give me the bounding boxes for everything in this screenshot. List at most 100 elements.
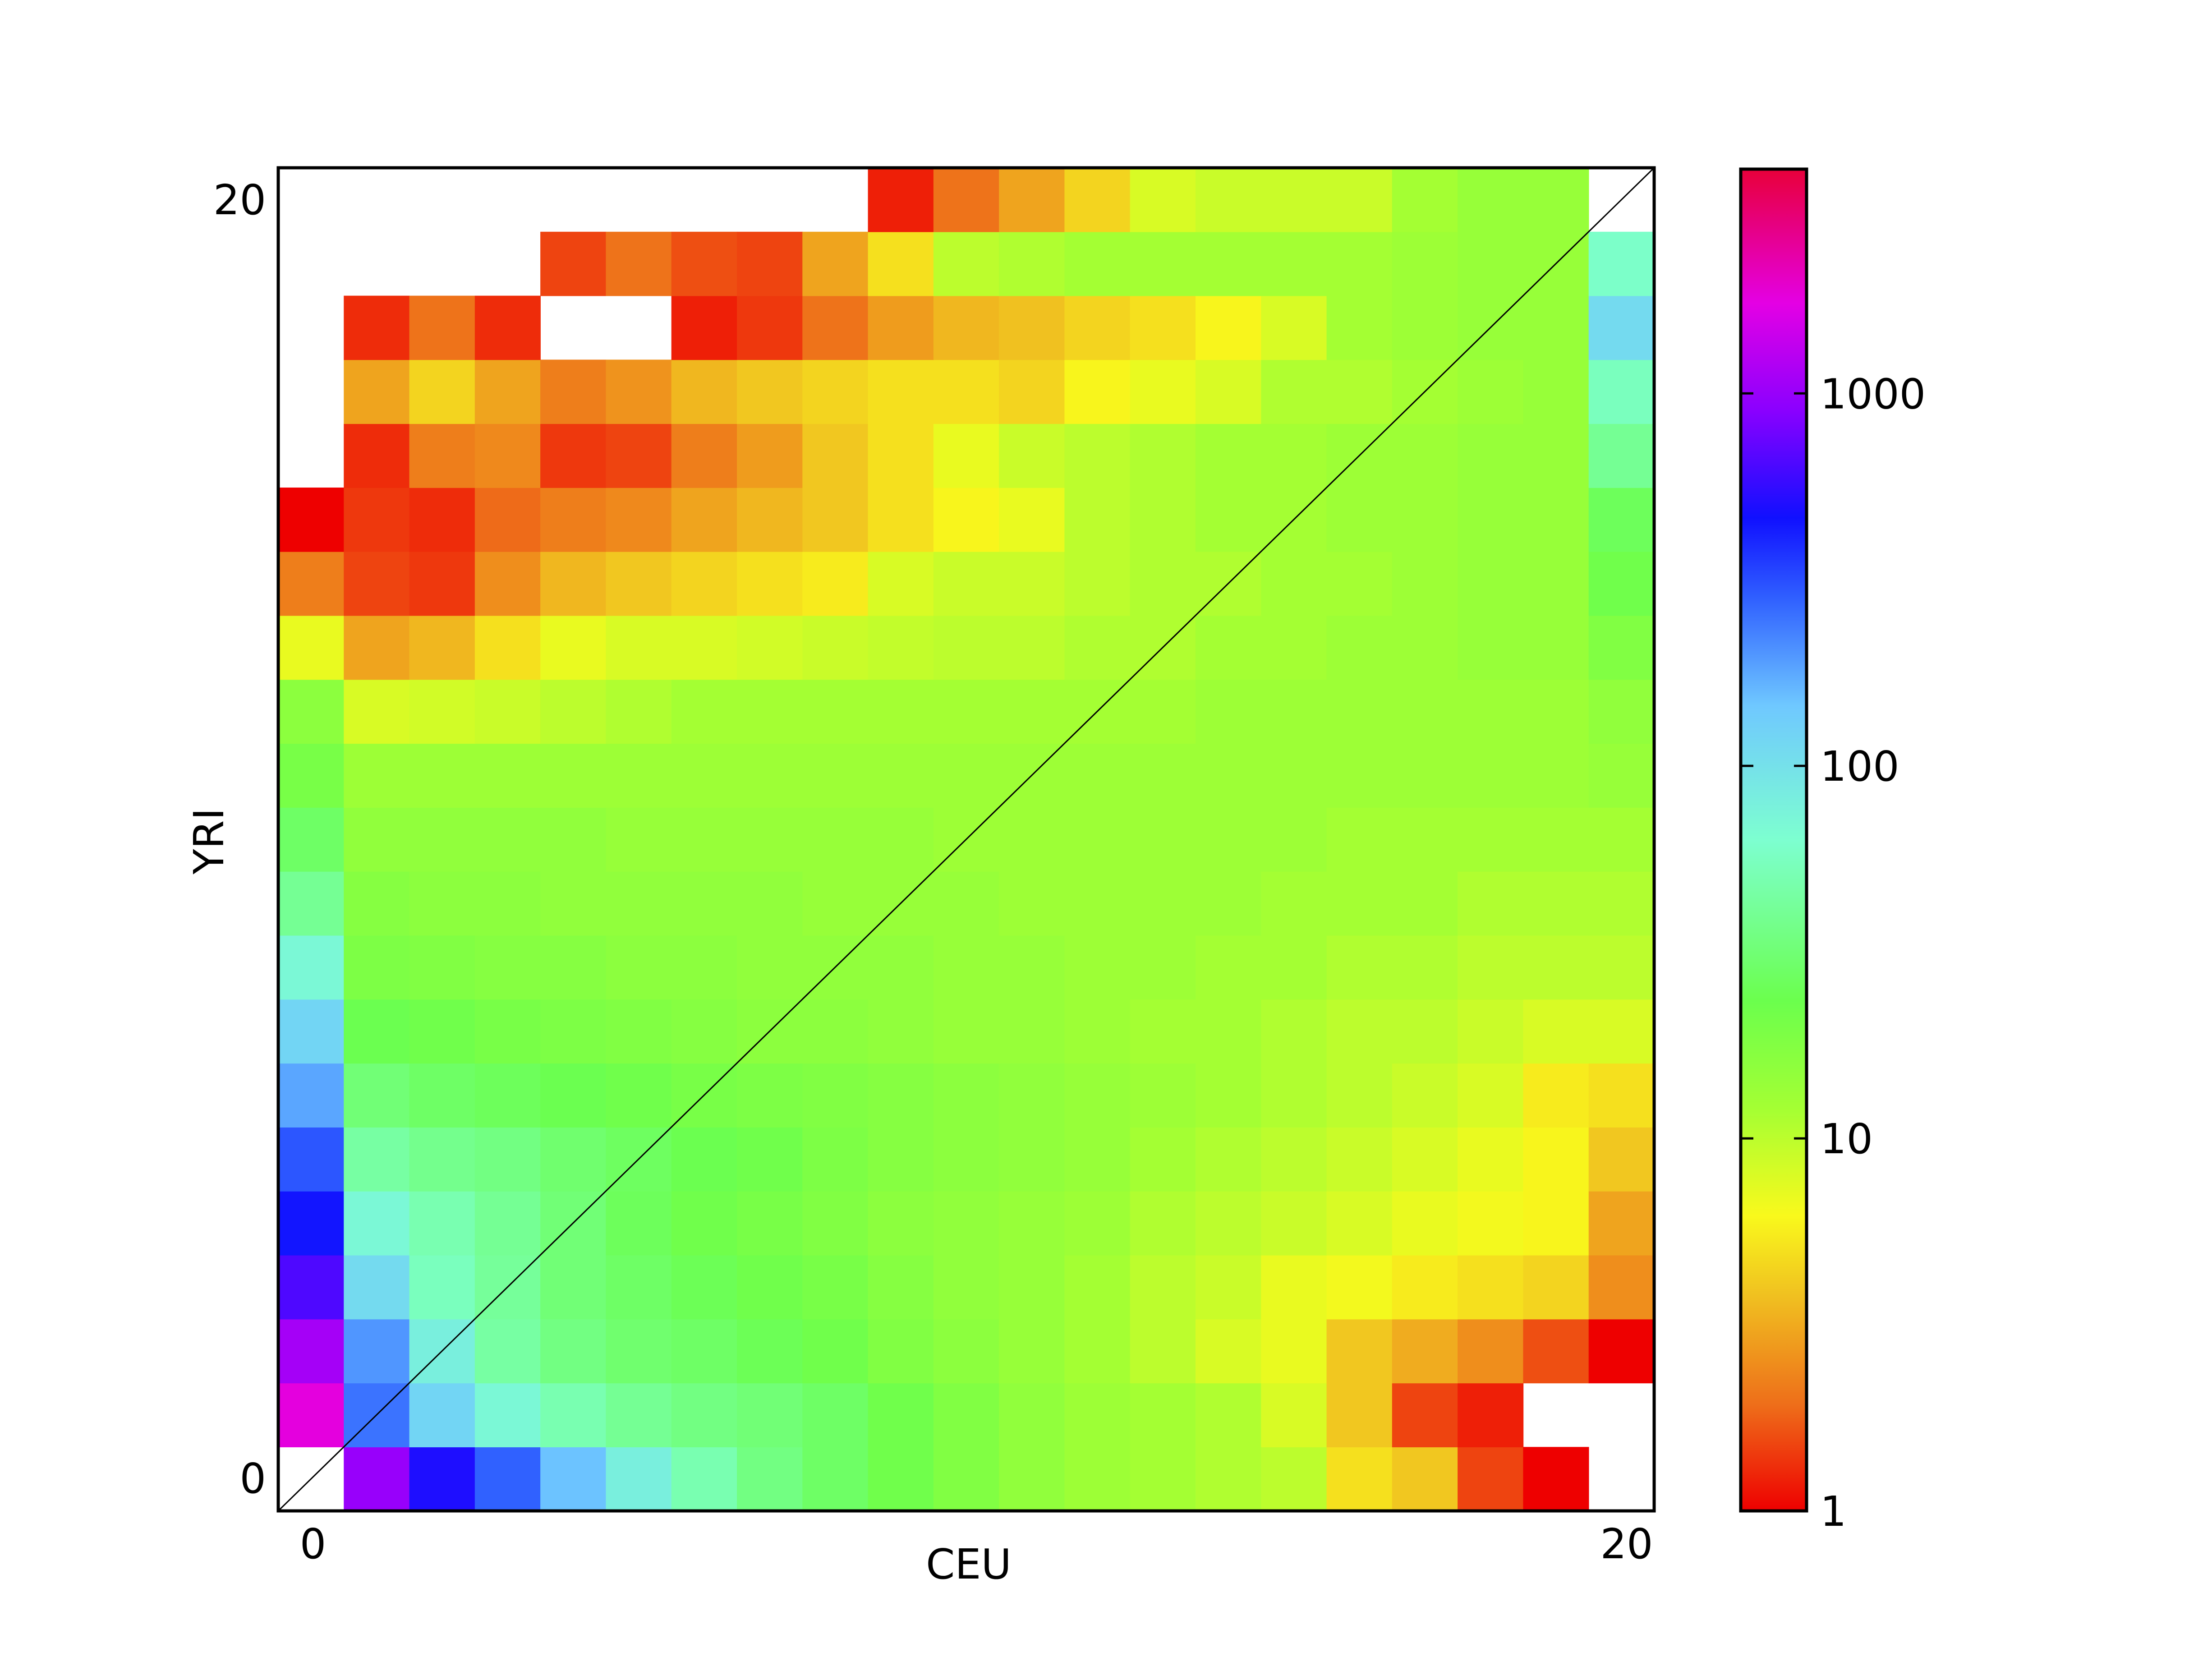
heatmap-cell	[1523, 1319, 1589, 1384]
heatmap-cell	[737, 1191, 803, 1256]
heatmap-cell	[1458, 424, 1524, 488]
heatmap-cell	[1458, 615, 1524, 680]
heatmap-cell	[1523, 1255, 1589, 1320]
heatmap-cell	[1392, 935, 1458, 1000]
heatmap-cell	[409, 935, 475, 1000]
heatmap-cell	[1196, 231, 1262, 296]
heatmap-cell	[540, 615, 607, 680]
heatmap-cell	[540, 935, 607, 1000]
heatmap-cell	[933, 488, 999, 552]
heatmap-cell	[1130, 168, 1196, 232]
heatmap-cell	[474, 1383, 541, 1447]
heatmap-cell	[1064, 1447, 1131, 1511]
colorbar-tick-label: 100	[1820, 742, 1899, 791]
heatmap-cell	[278, 615, 345, 680]
heatmap-cell	[1064, 551, 1131, 616]
heatmap-cell	[1588, 935, 1655, 1000]
heatmap-cell	[1261, 871, 1327, 936]
heatmap-cell	[344, 679, 410, 744]
heatmap-cell	[606, 551, 672, 616]
heatmap-cell	[1588, 295, 1655, 360]
heatmap-cell	[802, 1319, 869, 1384]
heatmap-cell	[802, 551, 869, 616]
heatmap-cell	[802, 615, 869, 680]
heatmap-cell	[1523, 743, 1589, 808]
heatmap-cell	[606, 231, 672, 296]
heatmap-cell	[344, 488, 410, 552]
heatmap-cell	[1130, 999, 1196, 1064]
heatmap-cell	[344, 935, 410, 1000]
heatmap-cell	[1130, 1063, 1196, 1128]
heatmap-cell	[409, 1447, 475, 1511]
heatmap-cell	[999, 359, 1065, 424]
heatmap-cell	[540, 551, 607, 616]
heatmap-cell	[1261, 1255, 1327, 1320]
heatmap-cell	[1458, 807, 1524, 872]
heatmap-cell	[278, 1063, 345, 1128]
heatmap-cell	[1392, 424, 1458, 488]
heatmap-cell	[606, 935, 672, 1000]
heatmap-cell	[737, 1319, 803, 1384]
colorbar: 1 10 100 1000	[1739, 167, 1926, 1536]
heatmap-cell	[278, 679, 345, 744]
heatmap-cell	[802, 424, 869, 488]
heatmap-cell	[278, 807, 345, 872]
heatmap-cell	[1196, 935, 1262, 1000]
heatmap-cell	[1326, 1127, 1393, 1192]
heatmap-cell	[1326, 1383, 1393, 1447]
heatmap-cell	[868, 488, 934, 552]
heatmap-cell	[933, 1447, 999, 1511]
heatmap-cell	[1392, 551, 1458, 616]
heatmap-cell	[671, 424, 737, 488]
heatmap-cell	[802, 1383, 869, 1447]
heatmap-cell	[1130, 935, 1196, 1000]
heatmap-cell	[868, 168, 934, 232]
heatmap-cell	[868, 807, 934, 872]
heatmap-cell	[1326, 1191, 1393, 1256]
heatmap-cell	[1523, 295, 1589, 360]
heatmap-cell	[671, 359, 737, 424]
heatmap-cell	[344, 359, 410, 424]
heatmap-cell	[1458, 1255, 1524, 1320]
heatmap-cell	[1130, 743, 1196, 808]
heatmap-cell	[1588, 679, 1655, 744]
heatmap-cell	[1392, 168, 1458, 232]
heatmap-cell	[1588, 807, 1655, 872]
heatmap-cell	[868, 615, 934, 680]
heatmap-cell	[344, 1191, 410, 1256]
heatmap-cell	[1196, 871, 1262, 936]
heatmap-cell	[1261, 359, 1327, 424]
x-axis-label: CEU	[926, 1540, 1012, 1588]
heatmap-cell	[474, 935, 541, 1000]
heatmap-cell	[868, 1447, 934, 1511]
heatmap-cell	[671, 743, 737, 808]
heatmap-cell	[933, 1383, 999, 1447]
heatmap-cell	[344, 551, 410, 616]
heatmap-cell	[1523, 359, 1589, 424]
heatmap-cell	[802, 743, 869, 808]
heatmap-cell	[999, 1191, 1065, 1256]
heatmap-cell	[737, 551, 803, 616]
heatmap-cell	[1326, 1447, 1393, 1511]
heatmap-cell	[1130, 1255, 1196, 1320]
heatmap-cell	[1130, 231, 1196, 296]
heatmap-cell	[278, 1255, 345, 1320]
heatmap-cell	[474, 1127, 541, 1192]
heatmap-cell	[671, 871, 737, 936]
heatmap-cell	[1064, 615, 1131, 680]
heatmap-cell	[409, 551, 475, 616]
heatmap-cell	[999, 1255, 1065, 1320]
heatmap-cell	[1588, 743, 1655, 808]
heatmap-cell	[737, 488, 803, 552]
heatmap-cell	[1458, 231, 1524, 296]
heatmap-cell	[1392, 1319, 1458, 1384]
heatmap-cell	[1064, 295, 1131, 360]
heatmap-cell	[737, 295, 803, 360]
heatmap-cell	[474, 679, 541, 744]
heatmap-cell	[802, 807, 869, 872]
heatmap-cell	[1196, 359, 1262, 424]
heatmap-cell	[1588, 1255, 1655, 1320]
heatmap-cell	[737, 1127, 803, 1192]
heatmap-cell	[1523, 1447, 1589, 1511]
heatmap-cell	[1064, 743, 1131, 808]
